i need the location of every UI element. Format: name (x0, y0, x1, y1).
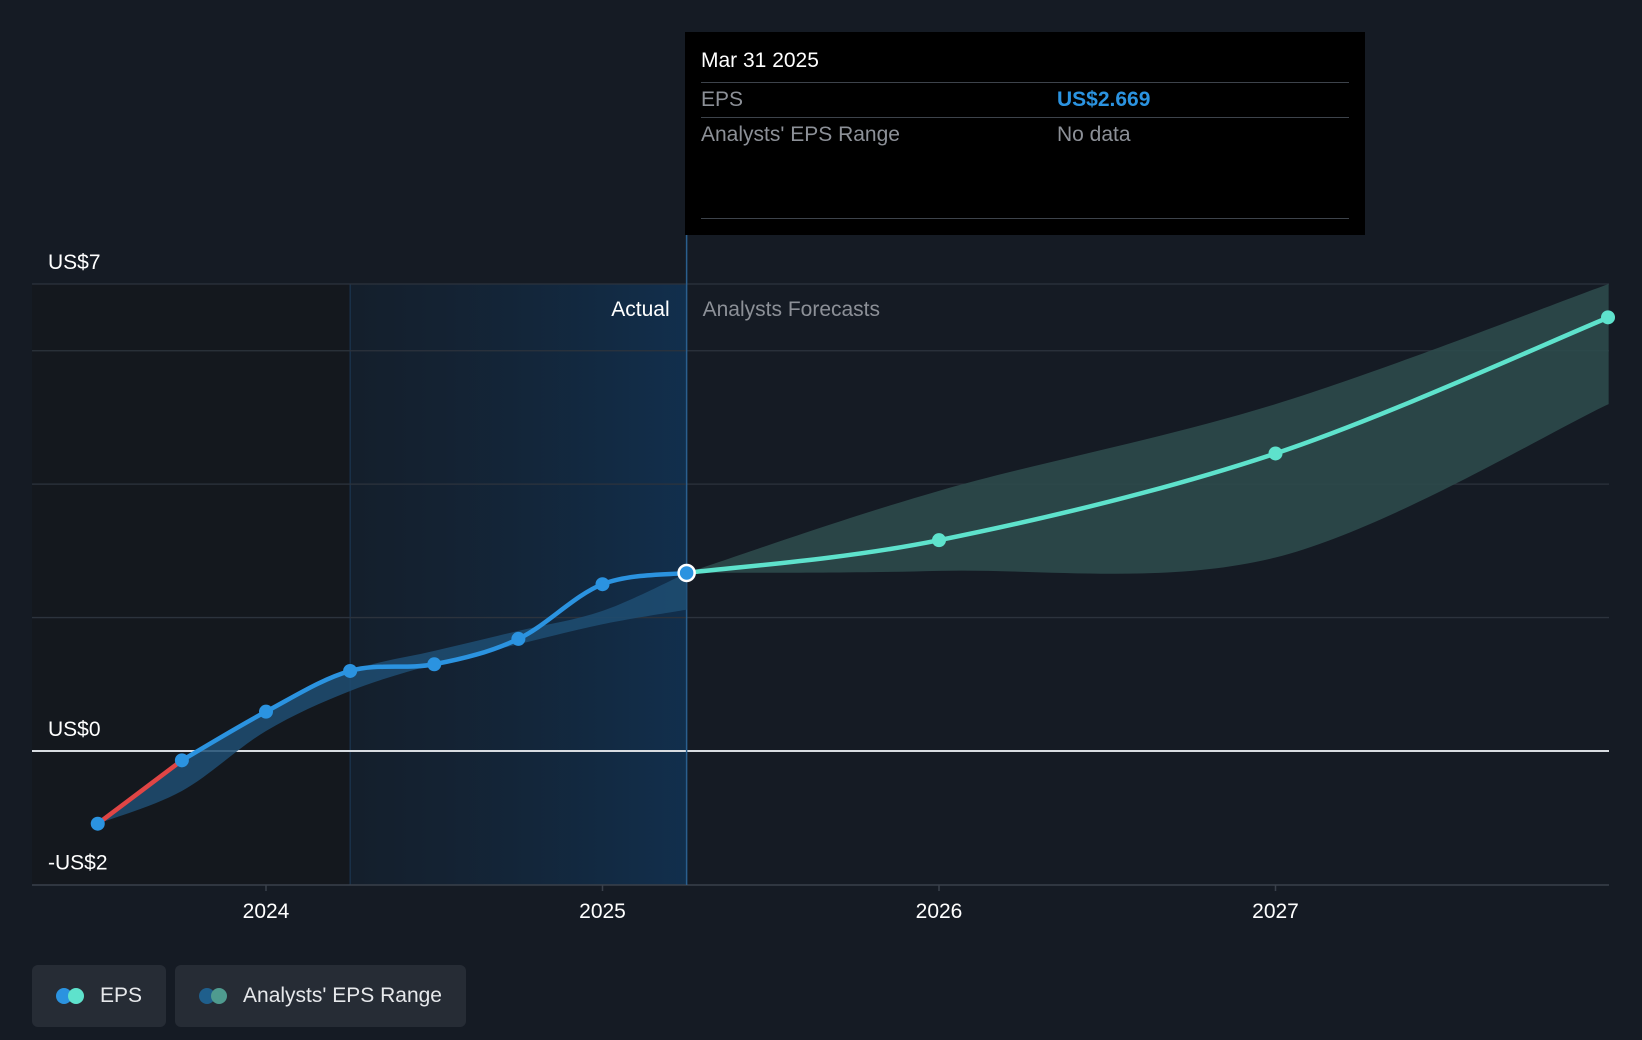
tooltip-range-label: Analysts' EPS Range (701, 123, 900, 146)
tooltip-date: Mar 31 2025 (701, 49, 819, 72)
x-tick-label: 2027 (1252, 900, 1299, 923)
eps-point (427, 657, 442, 672)
legend: EPS Analysts' EPS Range (32, 965, 466, 1027)
forecast-point (1601, 310, 1615, 325)
x-tick-label: 2024 (243, 900, 290, 923)
tooltip-row-eps: EPS US$2.669 (701, 82, 1349, 117)
tooltip-eps-value: US$2.669 (1057, 88, 1151, 111)
tooltip: Mar 31 2025 EPS US$2.669 Analysts' EPS R… (685, 32, 1365, 235)
eps-point (595, 577, 610, 592)
eps-point (174, 753, 189, 768)
eps-negative-line (95, 758, 185, 826)
x-tick-label: 2026 (916, 900, 963, 923)
y-tick-label: US$7 (48, 251, 101, 274)
actual-range-band (97, 572, 687, 824)
forecast-region-label: Analysts Forecasts (703, 298, 880, 321)
plot-background-left (32, 284, 351, 885)
forecast-point (932, 533, 946, 548)
legend-label-eps-range: Analysts' EPS Range (243, 984, 442, 1007)
eps-point (343, 663, 358, 678)
legend-label-eps: EPS (100, 984, 143, 1007)
actual-region-label: Actual (611, 298, 669, 321)
forecast-point (1268, 446, 1283, 461)
eps-point (511, 631, 526, 646)
tooltip-divider (701, 218, 1349, 219)
current-eps-point (677, 563, 696, 583)
legend-item-eps[interactable]: EPS (32, 965, 167, 1027)
legend-item-eps-range[interactable]: Analysts' EPS Range (175, 965, 466, 1027)
eps-point (259, 704, 273, 719)
eps-point (90, 816, 105, 831)
tooltip-eps-label: EPS (701, 88, 744, 111)
x-tick-label: 2025 (579, 900, 626, 923)
tooltip-row-range: Analysts' EPS Range No data (701, 117, 1349, 152)
eps-legend-icon (56, 988, 86, 1004)
eps-forecast-line (684, 315, 1611, 576)
tooltip-range-value: No data (1057, 123, 1131, 146)
y-tick-label: US$0 (48, 718, 101, 741)
eps-range-legend-icon (199, 988, 229, 1004)
forecast-range-band (686, 284, 1609, 574)
actual-period-shading (350, 284, 687, 885)
y-tick-label: -US$2 (48, 851, 108, 874)
